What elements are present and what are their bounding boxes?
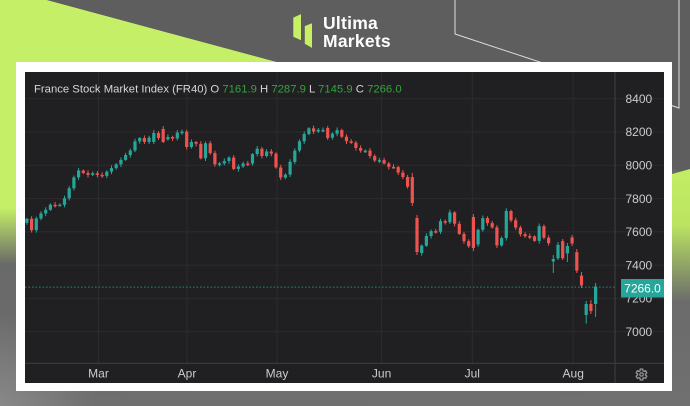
svg-text:France Stock Market Index (FR4: France Stock Market Index (FR40) O 7161.… [34,83,402,95]
svg-text:Apr: Apr [178,367,197,381]
svg-text:Jun: Jun [372,367,391,381]
svg-text:7000: 7000 [626,325,653,339]
svg-text:8000: 8000 [626,159,653,173]
svg-text:8400: 8400 [626,92,653,106]
svg-text:7800: 7800 [626,192,653,206]
svg-text:Jul: Jul [465,367,480,381]
svg-text:7266.0: 7266.0 [624,282,661,296]
svg-text:8200: 8200 [626,125,653,139]
svg-text:7400: 7400 [626,258,653,272]
svg-text:Mar: Mar [88,367,109,381]
svg-text:Aug: Aug [563,367,584,381]
svg-text:7600: 7600 [626,225,653,239]
svg-text:May: May [266,367,289,381]
